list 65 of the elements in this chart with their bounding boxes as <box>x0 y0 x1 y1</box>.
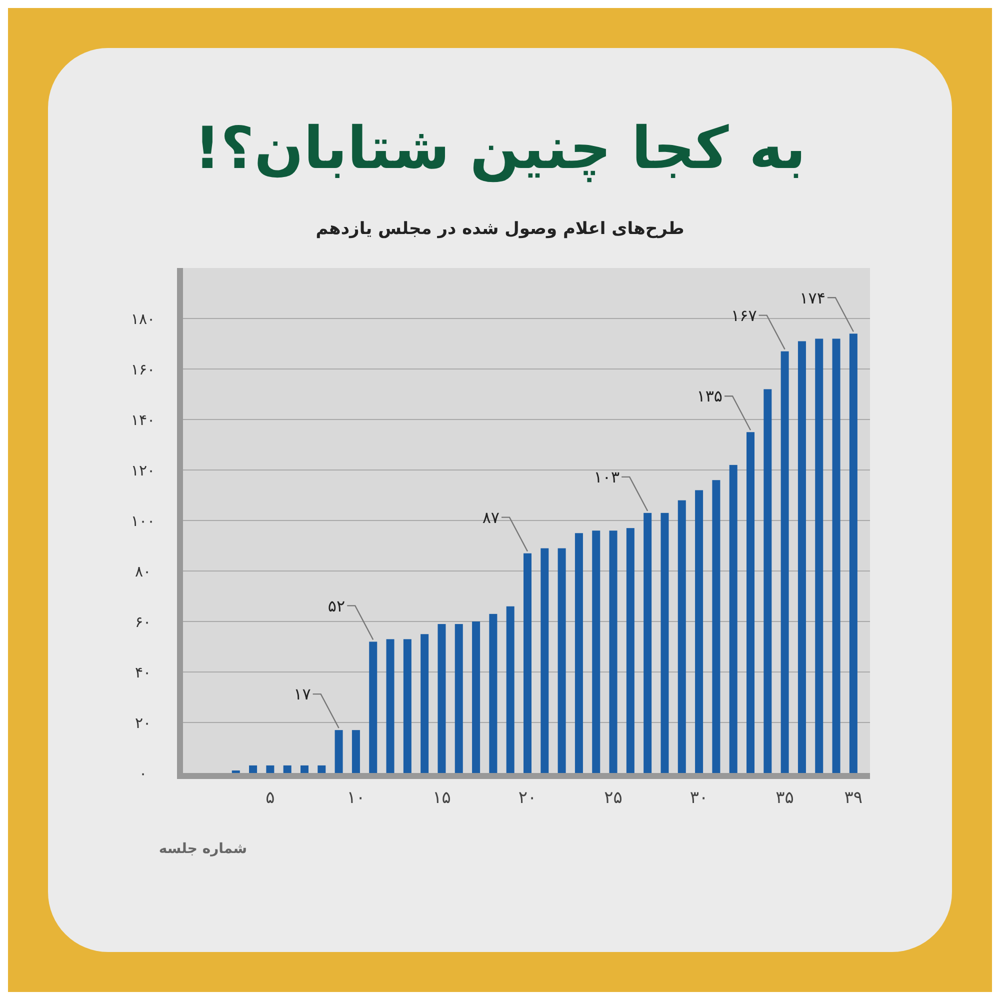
bar <box>712 480 720 773</box>
bar <box>232 770 240 773</box>
bar <box>609 530 618 773</box>
y-tick-label: ۱۲۰ <box>130 461 156 480</box>
bar <box>780 351 789 773</box>
bar <box>729 464 738 773</box>
bar <box>558 548 566 773</box>
bar <box>524 553 532 773</box>
bar <box>489 614 498 773</box>
x-tick-label: ۳۵ <box>776 788 794 808</box>
data-label: ۱۷۴ <box>800 288 826 308</box>
bar <box>798 341 806 773</box>
bar <box>266 765 274 773</box>
x-tick-label: ۵ <box>266 788 275 808</box>
bar <box>300 765 308 773</box>
bar <box>386 639 394 773</box>
bar <box>849 334 858 773</box>
x-tick-label: ۳۰ <box>690 788 708 808</box>
y-tick-label: ۰ <box>138 764 148 782</box>
bar <box>352 730 360 773</box>
bar <box>746 432 754 773</box>
bar <box>592 530 600 773</box>
bar <box>574 533 583 773</box>
bar <box>764 389 772 773</box>
data-label: ۵۲ <box>328 596 346 616</box>
data-label: ۱۷ <box>294 684 312 704</box>
bar <box>695 490 704 773</box>
bar <box>369 642 378 773</box>
bar <box>454 624 463 773</box>
data-label: ۱۶۷ <box>731 306 758 325</box>
data-label: ۱۰۳ <box>594 468 620 487</box>
x-tick-label: ۱۰ <box>346 788 366 808</box>
y-tick-label: ۱۴۰ <box>130 410 156 429</box>
y-tick-label: ۱۸۰ <box>130 310 156 328</box>
bar <box>403 639 412 773</box>
data-label: ۱۳۵ <box>696 386 722 406</box>
bar <box>832 338 840 773</box>
x-tick-label: ۲۵ <box>604 788 622 808</box>
y-tick-label: ۶۰ <box>134 612 152 631</box>
bar <box>678 500 686 773</box>
bar <box>506 606 514 773</box>
chart-subtitle: طرح‌های اعلام وصول شده در مجلس یازدهم <box>316 219 684 239</box>
data-label: ۸۷ <box>482 508 500 527</box>
bar <box>626 528 634 773</box>
bar <box>472 622 480 773</box>
y-tick-label: ۸۰ <box>134 562 152 580</box>
x-axis-title: شماره جلسه <box>158 841 248 857</box>
x-tick-label: ۱۵ <box>432 788 451 808</box>
bar <box>249 765 258 773</box>
y-tick-label: ۱۰۰ <box>130 512 156 530</box>
x-tick-label: ۲۰ <box>518 788 537 808</box>
y-tick-label: ۴۰ <box>134 663 152 682</box>
y-tick-label: ۲۰ <box>134 714 152 732</box>
y-tick-label: ۱۶۰ <box>130 360 156 378</box>
x-tick-label: ۳۹ <box>844 788 863 808</box>
bar <box>318 765 326 773</box>
bar <box>540 548 549 773</box>
bar <box>283 765 292 773</box>
chart-title: به کجا چنین شتابان؟! <box>194 114 806 183</box>
bar <box>660 512 669 773</box>
bar <box>420 634 429 773</box>
bar <box>815 338 824 773</box>
bar <box>334 730 343 773</box>
bar <box>438 624 446 773</box>
bar <box>644 512 652 773</box>
